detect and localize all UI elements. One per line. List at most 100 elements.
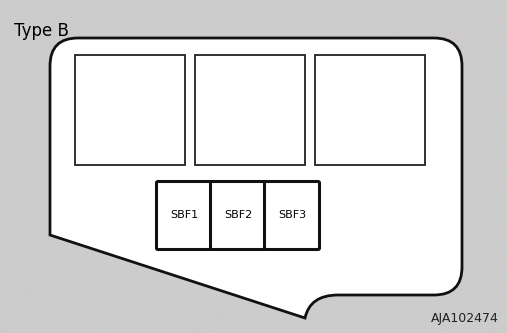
Point — [0, 69, 5, 75]
Point — [117, 98, 125, 103]
Point — [86, 224, 94, 230]
Point — [436, 308, 444, 313]
Point — [420, 216, 428, 221]
Point — [238, 14, 246, 20]
Point — [122, 144, 130, 150]
Point — [179, 117, 187, 122]
Point — [75, 239, 83, 245]
Point — [341, 74, 349, 80]
Point — [301, 245, 309, 251]
Point — [489, 283, 497, 288]
Point — [153, 262, 161, 267]
Point — [152, 264, 160, 270]
Point — [37, 182, 45, 187]
Point — [336, 257, 344, 262]
Point — [355, 192, 364, 197]
Point — [61, 89, 69, 94]
Point — [218, 261, 226, 267]
Point — [109, 306, 117, 311]
Point — [317, 171, 325, 176]
Point — [188, 110, 196, 115]
Point — [111, 278, 119, 284]
Point — [227, 295, 235, 301]
Point — [228, 87, 236, 92]
Point — [20, 1, 28, 6]
Point — [284, 183, 293, 188]
Point — [159, 34, 167, 39]
Point — [332, 159, 340, 165]
Point — [127, 228, 135, 234]
Point — [361, 150, 370, 155]
Point — [120, 194, 128, 199]
Point — [158, 0, 166, 4]
Point — [450, 32, 458, 37]
Point — [489, 97, 497, 103]
Point — [105, 238, 113, 244]
Point — [116, 152, 124, 157]
Point — [356, 49, 364, 54]
Point — [119, 167, 127, 173]
Point — [13, 49, 21, 54]
Point — [67, 143, 75, 149]
Point — [1, 236, 9, 241]
Point — [50, 324, 58, 330]
Point — [449, 157, 457, 162]
Point — [126, 253, 134, 258]
Point — [0, 51, 6, 56]
Point — [444, 78, 452, 83]
Point — [484, 251, 492, 256]
Point — [400, 211, 408, 216]
Point — [316, 184, 324, 189]
Point — [284, 287, 293, 293]
Point — [292, 91, 300, 97]
Point — [429, 82, 438, 87]
Point — [331, 307, 339, 312]
Point — [105, 309, 114, 315]
Point — [252, 167, 260, 173]
Point — [410, 280, 418, 285]
Point — [136, 18, 144, 23]
Point — [382, 251, 390, 256]
Point — [413, 92, 421, 97]
Point — [486, 113, 494, 118]
Point — [429, 168, 438, 173]
Point — [212, 288, 221, 293]
Point — [330, 203, 338, 208]
Point — [208, 84, 216, 89]
Point — [305, 253, 313, 258]
Point — [333, 4, 341, 9]
Point — [498, 173, 506, 179]
Point — [191, 328, 199, 333]
Point — [120, 256, 128, 261]
Point — [75, 156, 83, 161]
Point — [486, 301, 494, 306]
Point — [193, 65, 201, 70]
Point — [157, 84, 165, 90]
Point — [323, 54, 332, 60]
Point — [78, 23, 86, 29]
Point — [3, 187, 11, 193]
Point — [450, 135, 458, 140]
Point — [330, 56, 338, 61]
Point — [375, 216, 383, 222]
Point — [104, 139, 112, 144]
Point — [232, 185, 240, 190]
Point — [220, 165, 228, 170]
Point — [82, 164, 90, 169]
Point — [64, 257, 72, 262]
Point — [360, 268, 368, 273]
Point — [252, 302, 260, 307]
Point — [162, 151, 170, 156]
Point — [82, 317, 90, 323]
Point — [360, 153, 369, 158]
Point — [284, 299, 292, 304]
Point — [16, 90, 24, 95]
Point — [284, 300, 293, 305]
Point — [365, 235, 373, 240]
Point — [384, 313, 392, 318]
Point — [252, 3, 261, 8]
Point — [173, 240, 182, 245]
Point — [481, 50, 489, 55]
Point — [48, 201, 56, 206]
Point — [439, 235, 447, 241]
